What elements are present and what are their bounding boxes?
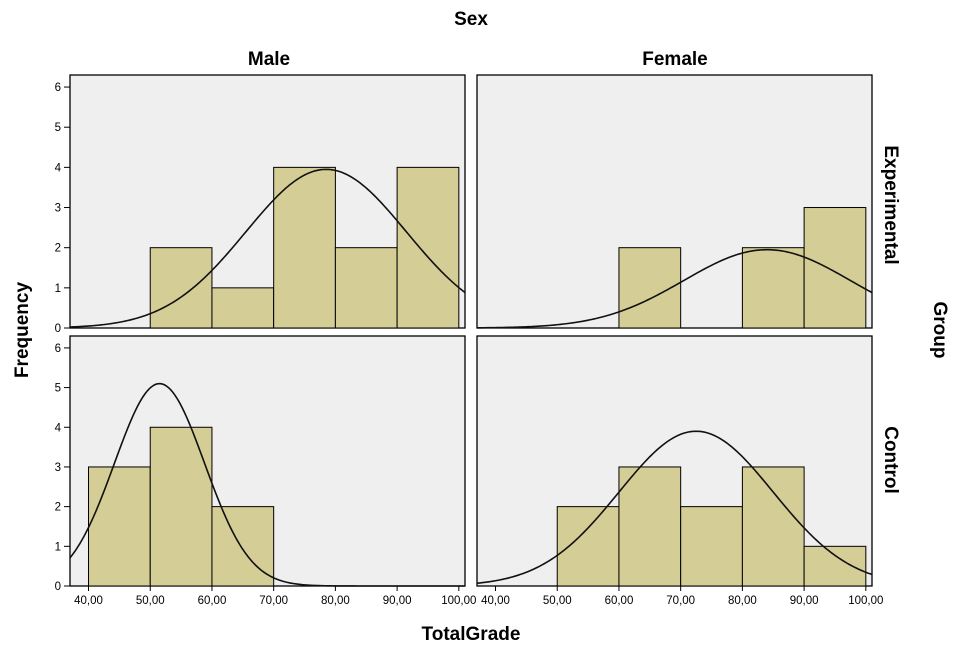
row-variable-label: Group bbox=[929, 302, 950, 359]
histogram-bar bbox=[803, 545, 867, 587]
y-tick-label: 1 bbox=[55, 283, 61, 295]
y-tick-label: 2 bbox=[55, 243, 61, 255]
histogram-bar bbox=[149, 426, 213, 587]
x-tick-label: 40,00 bbox=[74, 595, 103, 607]
x-tick-label: 80,00 bbox=[728, 595, 757, 607]
y-tick-label: 0 bbox=[55, 323, 61, 335]
y-tick-label: 6 bbox=[55, 82, 61, 94]
column-variable-label: Sex bbox=[454, 9, 488, 30]
histogram-bar bbox=[88, 466, 151, 587]
y-axis-title: Frequency bbox=[12, 282, 33, 379]
x-tick-label: 60,00 bbox=[198, 595, 227, 607]
y-tick-label: 5 bbox=[55, 383, 61, 395]
column-label-female: Female bbox=[642, 49, 707, 70]
x-axis-title: TotalGrade bbox=[422, 624, 521, 645]
x-tick-label: 50,00 bbox=[136, 595, 165, 607]
y-tick-label: 2 bbox=[55, 502, 61, 514]
histogram-bar bbox=[680, 506, 743, 587]
panel-grid: 0 1 2 3 4 5 6 0 1 2 3 4 5 6 40,00 50,00 60,00 70,00 80,00 9… bbox=[55, 74, 883, 607]
normal-curve bbox=[69, 382, 465, 587]
histogram-bar bbox=[556, 506, 620, 587]
y-tick-label: 1 bbox=[55, 541, 61, 553]
histogram-bar bbox=[334, 247, 398, 329]
x-tick-label: 90,00 bbox=[383, 595, 412, 607]
histogram-bar bbox=[741, 466, 805, 587]
y-tick-label: 4 bbox=[55, 422, 62, 434]
y-tick-label: 3 bbox=[55, 203, 61, 215]
x-tick-label: 100,00 bbox=[441, 595, 476, 607]
histogram-bar bbox=[149, 247, 213, 329]
normal-curve bbox=[476, 430, 873, 585]
y-tick-label: 0 bbox=[55, 581, 61, 593]
histogram-bar bbox=[803, 207, 867, 329]
y-tick-label: 3 bbox=[55, 462, 61, 474]
histogram-bar bbox=[396, 166, 460, 329]
x-tick-label: 70,00 bbox=[259, 595, 288, 607]
row-label-control: Control bbox=[880, 426, 901, 494]
normal-curve bbox=[476, 248, 873, 329]
histogram-bar bbox=[741, 247, 805, 329]
histogram-bar bbox=[211, 506, 275, 587]
x-tick-label: 90,00 bbox=[790, 595, 819, 607]
x-tick-label: 40,00 bbox=[481, 595, 510, 607]
x-tick-label: 70,00 bbox=[666, 595, 695, 607]
y-tick-label: 4 bbox=[55, 162, 62, 174]
y-tick-label: 6 bbox=[55, 343, 61, 355]
x-tick-label: 60,00 bbox=[605, 595, 634, 607]
y-tick-label: 5 bbox=[55, 122, 61, 134]
column-label-male: Male bbox=[248, 49, 290, 70]
histogram-bar bbox=[618, 466, 682, 587]
histogram-bar bbox=[273, 166, 336, 329]
x-tick-label: 80,00 bbox=[321, 595, 350, 607]
x-tick-label: 50,00 bbox=[543, 595, 572, 607]
x-tick-label: 100,00 bbox=[848, 595, 883, 607]
normal-curve bbox=[69, 168, 466, 328]
row-label-experimental: Experimental bbox=[880, 145, 901, 264]
histogram-bar bbox=[211, 287, 275, 329]
